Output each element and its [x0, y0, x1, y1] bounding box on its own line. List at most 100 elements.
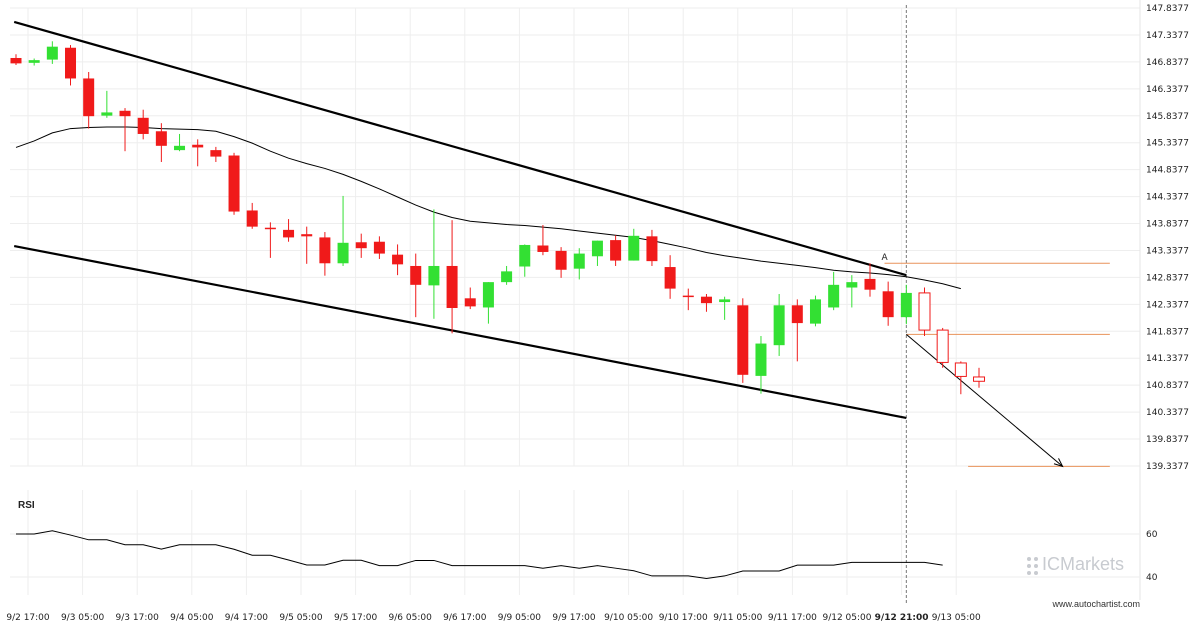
candle-body — [319, 237, 331, 264]
candle-body — [918, 292, 931, 331]
x-tick-label: 9/10 05:00 — [604, 613, 653, 623]
candle-body — [573, 253, 585, 269]
icmarkets-logo: ICMarkets — [1027, 554, 1124, 575]
y-tick-label: 147.8377 — [1146, 4, 1189, 14]
channel-lower-line — [13, 244, 907, 420]
candle-body — [610, 240, 622, 261]
x-tick-label: 9/9 17:00 — [552, 613, 596, 623]
y-tick-label: 146.3377 — [1146, 85, 1189, 95]
y-tick-label: 144.8377 — [1146, 166, 1189, 176]
candle-body — [773, 305, 785, 346]
y-tick-label: 144.3377 — [1146, 193, 1189, 203]
candle-body — [846, 282, 858, 288]
x-tick-label: 9/11 05:00 — [713, 613, 762, 623]
candle-body — [210, 150, 222, 157]
candle-body — [719, 299, 731, 303]
candle-body — [864, 278, 876, 290]
candle-body — [882, 291, 894, 318]
x-tick-label: 9/3 17:00 — [116, 613, 160, 623]
rsi-y-tick-label: 40 — [1146, 573, 1158, 583]
candle-body — [537, 245, 549, 252]
candle-body — [373, 241, 385, 254]
y-tick-label: 146.8377 — [1146, 58, 1189, 68]
candle-body — [482, 282, 494, 308]
candle-body — [646, 236, 658, 262]
candle-body — [555, 250, 567, 270]
candle-body — [355, 242, 367, 249]
x-tick-label: 9/3 05:00 — [61, 613, 105, 623]
x-tick-label: 9/4 05:00 — [170, 613, 214, 623]
candle-body — [192, 144, 204, 148]
channel-upper-line — [13, 20, 907, 277]
candle-body — [410, 265, 422, 285]
candle-body — [809, 299, 821, 324]
candle-body — [755, 343, 767, 376]
x-tick-label: 9/13 05:00 — [932, 613, 981, 623]
candle-body — [936, 329, 949, 363]
candle-body — [283, 229, 295, 238]
candle-body — [664, 267, 676, 289]
credit-text: www.autochartist.com — [1051, 599, 1140, 609]
y-tick-label: 145.8377 — [1146, 112, 1189, 122]
x-tick-label: 9/9 05:00 — [498, 613, 542, 623]
x-tick-label: 9/6 17:00 — [443, 613, 487, 623]
y-tick-label: 139.3377 — [1146, 462, 1189, 472]
watermark-text: ICMarkets — [1042, 554, 1124, 574]
rsi-y-tick-label: 60 — [1146, 530, 1158, 540]
candle-body — [301, 234, 313, 237]
candle-body — [28, 60, 40, 63]
candle-body — [628, 235, 640, 261]
candle-body — [337, 242, 349, 264]
x-tick-label: 9/6 05:00 — [389, 613, 433, 623]
candle-body — [464, 298, 476, 307]
candle-body — [700, 296, 712, 304]
x-tick-label: 9/5 17:00 — [334, 613, 378, 623]
candle-body — [954, 362, 967, 377]
x-tick-label: 9/12 05:00 — [822, 613, 871, 623]
y-tick-label: 143.3377 — [1146, 246, 1189, 256]
candle-body — [264, 227, 276, 230]
rsi-title: RSI — [18, 500, 35, 511]
forecast-arrowhead — [1053, 458, 1064, 468]
x-tick-label: 9/4 17:00 — [225, 613, 269, 623]
x-tick-label: 9/12 21:00 — [875, 613, 929, 623]
logo-icon — [1027, 557, 1038, 575]
moving-average-line — [15, 126, 961, 290]
candle-body — [682, 295, 694, 298]
candle-body — [828, 284, 840, 308]
candle-body — [155, 131, 167, 146]
y-tick-label: 143.8377 — [1146, 220, 1189, 230]
candle-body — [900, 292, 912, 318]
candle-body — [101, 112, 113, 116]
candle-body — [501, 271, 513, 283]
rsi-line — [16, 530, 943, 580]
candle-body — [10, 57, 22, 64]
candle-body — [591, 240, 603, 257]
y-tick-label: 139.8377 — [1146, 435, 1189, 445]
y-tick-label: 141.8377 — [1146, 327, 1189, 337]
candle-body — [392, 254, 404, 265]
candle-body — [446, 265, 458, 309]
y-tick-label: 145.3377 — [1146, 139, 1189, 149]
y-tick-label: 140.8377 — [1146, 381, 1189, 391]
candle-body — [519, 244, 531, 267]
y-tick-label: 142.3377 — [1146, 300, 1189, 310]
candle-body — [137, 117, 149, 134]
x-tick-label: 9/2 17:00 — [6, 613, 50, 623]
y-tick-label: 141.3377 — [1146, 354, 1189, 364]
x-tick-label: 9/11 17:00 — [768, 613, 817, 623]
y-tick-label: 142.8377 — [1146, 273, 1189, 283]
candle-body — [119, 110, 131, 117]
candle-body — [246, 210, 258, 227]
candle-body — [428, 265, 440, 286]
x-tick-label: 9/10 17:00 — [659, 613, 708, 623]
y-tick-label: 140.3377 — [1146, 408, 1189, 418]
candle-body — [174, 145, 186, 151]
candle-body — [65, 47, 77, 79]
forecast-arrow-line — [906, 334, 1063, 467]
candle-body — [791, 305, 803, 324]
candle-body — [737, 305, 749, 375]
candle-body — [83, 78, 95, 117]
